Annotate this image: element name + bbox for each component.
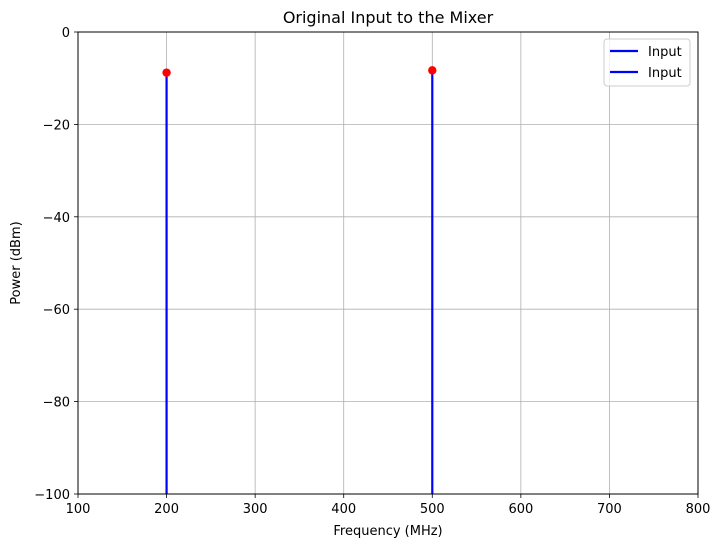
stem-marker-1 bbox=[162, 68, 171, 77]
y-tick-label: −20 bbox=[43, 118, 70, 133]
x-tick-label: 500 bbox=[420, 502, 445, 517]
legend-label-input-2: Input bbox=[648, 66, 682, 81]
y-tick-label: −80 bbox=[43, 396, 70, 411]
y-tick-label: 0 bbox=[62, 26, 70, 41]
x-tick-label: 200 bbox=[154, 502, 179, 517]
legend-label-input-1: Input bbox=[648, 45, 682, 60]
x-tick-label: 300 bbox=[243, 502, 268, 517]
y-tick-label: −60 bbox=[43, 303, 70, 318]
stem-series bbox=[162, 66, 437, 494]
grid-lines bbox=[77, 31, 699, 495]
plot-area-frame bbox=[77, 31, 699, 495]
y-axis-ticks: 0 −20 −40 −60 −80 −100 bbox=[34, 26, 78, 503]
stem-marker-2 bbox=[428, 66, 437, 75]
legend: Input Input bbox=[603, 38, 691, 87]
y-axis-title: Power (dBm) bbox=[9, 221, 24, 304]
x-tick-label: 600 bbox=[508, 502, 533, 517]
y-tick-label: −100 bbox=[34, 488, 70, 503]
y-tick-label: −40 bbox=[43, 211, 70, 226]
chart-title: Original Input to the Mixer bbox=[283, 8, 494, 27]
x-tick-label: 100 bbox=[66, 502, 91, 517]
x-tick-label: 800 bbox=[686, 502, 711, 517]
x-tick-label: 700 bbox=[597, 502, 622, 517]
x-axis-ticks: 100 200 300 400 500 600 700 800 bbox=[66, 494, 711, 517]
x-axis-title: Frequency (MHz) bbox=[333, 524, 442, 539]
x-tick-label: 400 bbox=[331, 502, 356, 517]
